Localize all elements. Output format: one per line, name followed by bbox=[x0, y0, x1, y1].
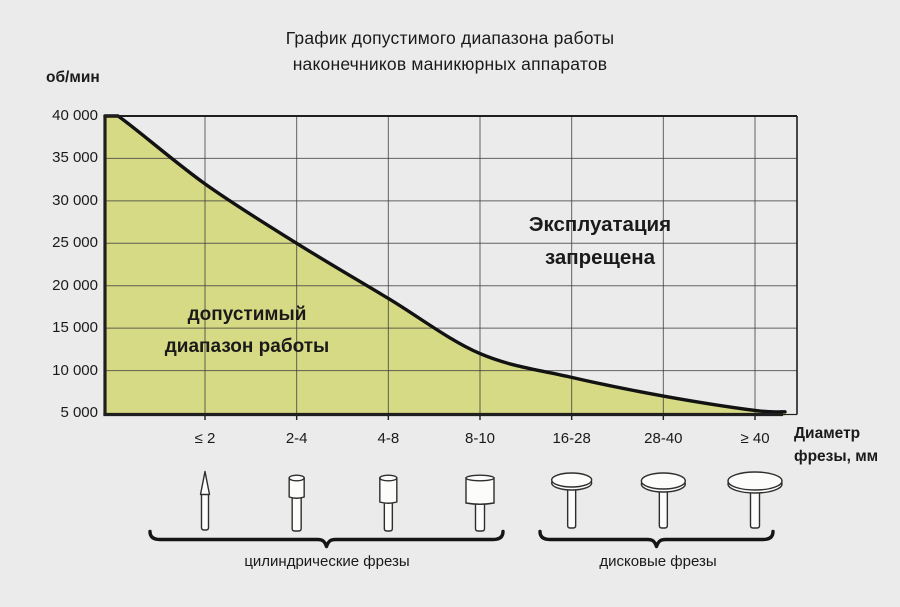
large-cylinder-bit-icon bbox=[465, 474, 495, 482]
x-tick-label: 4-8 bbox=[377, 430, 400, 447]
large-disc-bit-icon bbox=[727, 471, 783, 491]
y-tick-label: 35 000 bbox=[52, 149, 98, 167]
small-cylinder-bit-icon bbox=[291, 494, 302, 532]
forbidden-range-label-line1: Эксплуатация bbox=[528, 213, 672, 236]
y-tick-label: 25 000 bbox=[52, 234, 98, 252]
disc-bits-group-label: дисковые фрезы bbox=[599, 553, 717, 570]
disc-bits-brace bbox=[538, 529, 775, 549]
small-cylinder-bit-icon bbox=[288, 474, 305, 482]
medium-cylinder-bit-icon bbox=[379, 477, 398, 504]
y-tick-label: 40 000 bbox=[52, 107, 98, 124]
medium-disc-bit-icon bbox=[640, 472, 687, 490]
x-axis-title-line1: Диаметр bbox=[794, 425, 861, 442]
y-axis-unit-label: об/мин bbox=[46, 69, 100, 86]
allowed-range-label-line2: диапазон работы bbox=[164, 336, 330, 357]
y-tick-label: 15 000 bbox=[52, 319, 98, 337]
small-cylinder-bit-icon bbox=[288, 477, 305, 499]
y-tick-label: 20 000 bbox=[52, 276, 98, 294]
large-cylinder-bit-icon bbox=[465, 477, 495, 505]
x-tick-label: 8-10 bbox=[464, 430, 496, 447]
chart-title-line2: наконечников маникюрных аппаратов bbox=[292, 54, 608, 74]
medium-disc-bit-icon bbox=[658, 480, 669, 529]
x-tick-label: ≤ 2 bbox=[194, 430, 216, 447]
x-tick-label: 28-40 bbox=[644, 430, 683, 447]
cylindrical-bits-group-label: цилиндрические фрезы bbox=[244, 553, 410, 570]
needle-bit-icon bbox=[199, 470, 211, 496]
medium-cylinder-bit-icon bbox=[383, 499, 394, 532]
cylindrical-bits-brace bbox=[148, 529, 505, 549]
forbidden-range-label-line2: запрещена bbox=[544, 246, 656, 269]
large-cylinder-bit-icon bbox=[474, 500, 486, 532]
small-disc-bit-icon bbox=[550, 472, 593, 488]
allowed-range-label-line1: допустимый bbox=[187, 304, 307, 325]
limit-curve bbox=[103, 114, 787, 414]
chart-title: График допустимого диапазона работы нако… bbox=[110, 25, 790, 77]
y-tick-label: 5 000 bbox=[60, 404, 98, 421]
y-tick-label: 10 000 bbox=[52, 361, 98, 379]
forbidden-range-label: Эксплуатация запрещена bbox=[476, 208, 724, 274]
x-tick-label: ≥ 40 bbox=[740, 430, 770, 447]
x-axis-title-line2: фрезы, мм bbox=[794, 448, 879, 465]
allowed-area-fill bbox=[105, 116, 785, 416]
x-axis-title: Диаметр фрезы, мм bbox=[794, 422, 900, 468]
small-disc-bit-icon bbox=[566, 479, 577, 529]
needle-bit-icon bbox=[200, 493, 210, 531]
x-tick-label: 2-4 bbox=[285, 430, 308, 447]
medium-cylinder-bit-icon bbox=[379, 474, 398, 482]
chart-title-line1: График допустимого диапазона работы bbox=[285, 28, 615, 48]
x-tick-label: 16-28 bbox=[552, 430, 591, 447]
y-tick-label: 30 000 bbox=[52, 191, 98, 209]
allowed-range-label: допустимый диапазон работы bbox=[133, 299, 361, 363]
